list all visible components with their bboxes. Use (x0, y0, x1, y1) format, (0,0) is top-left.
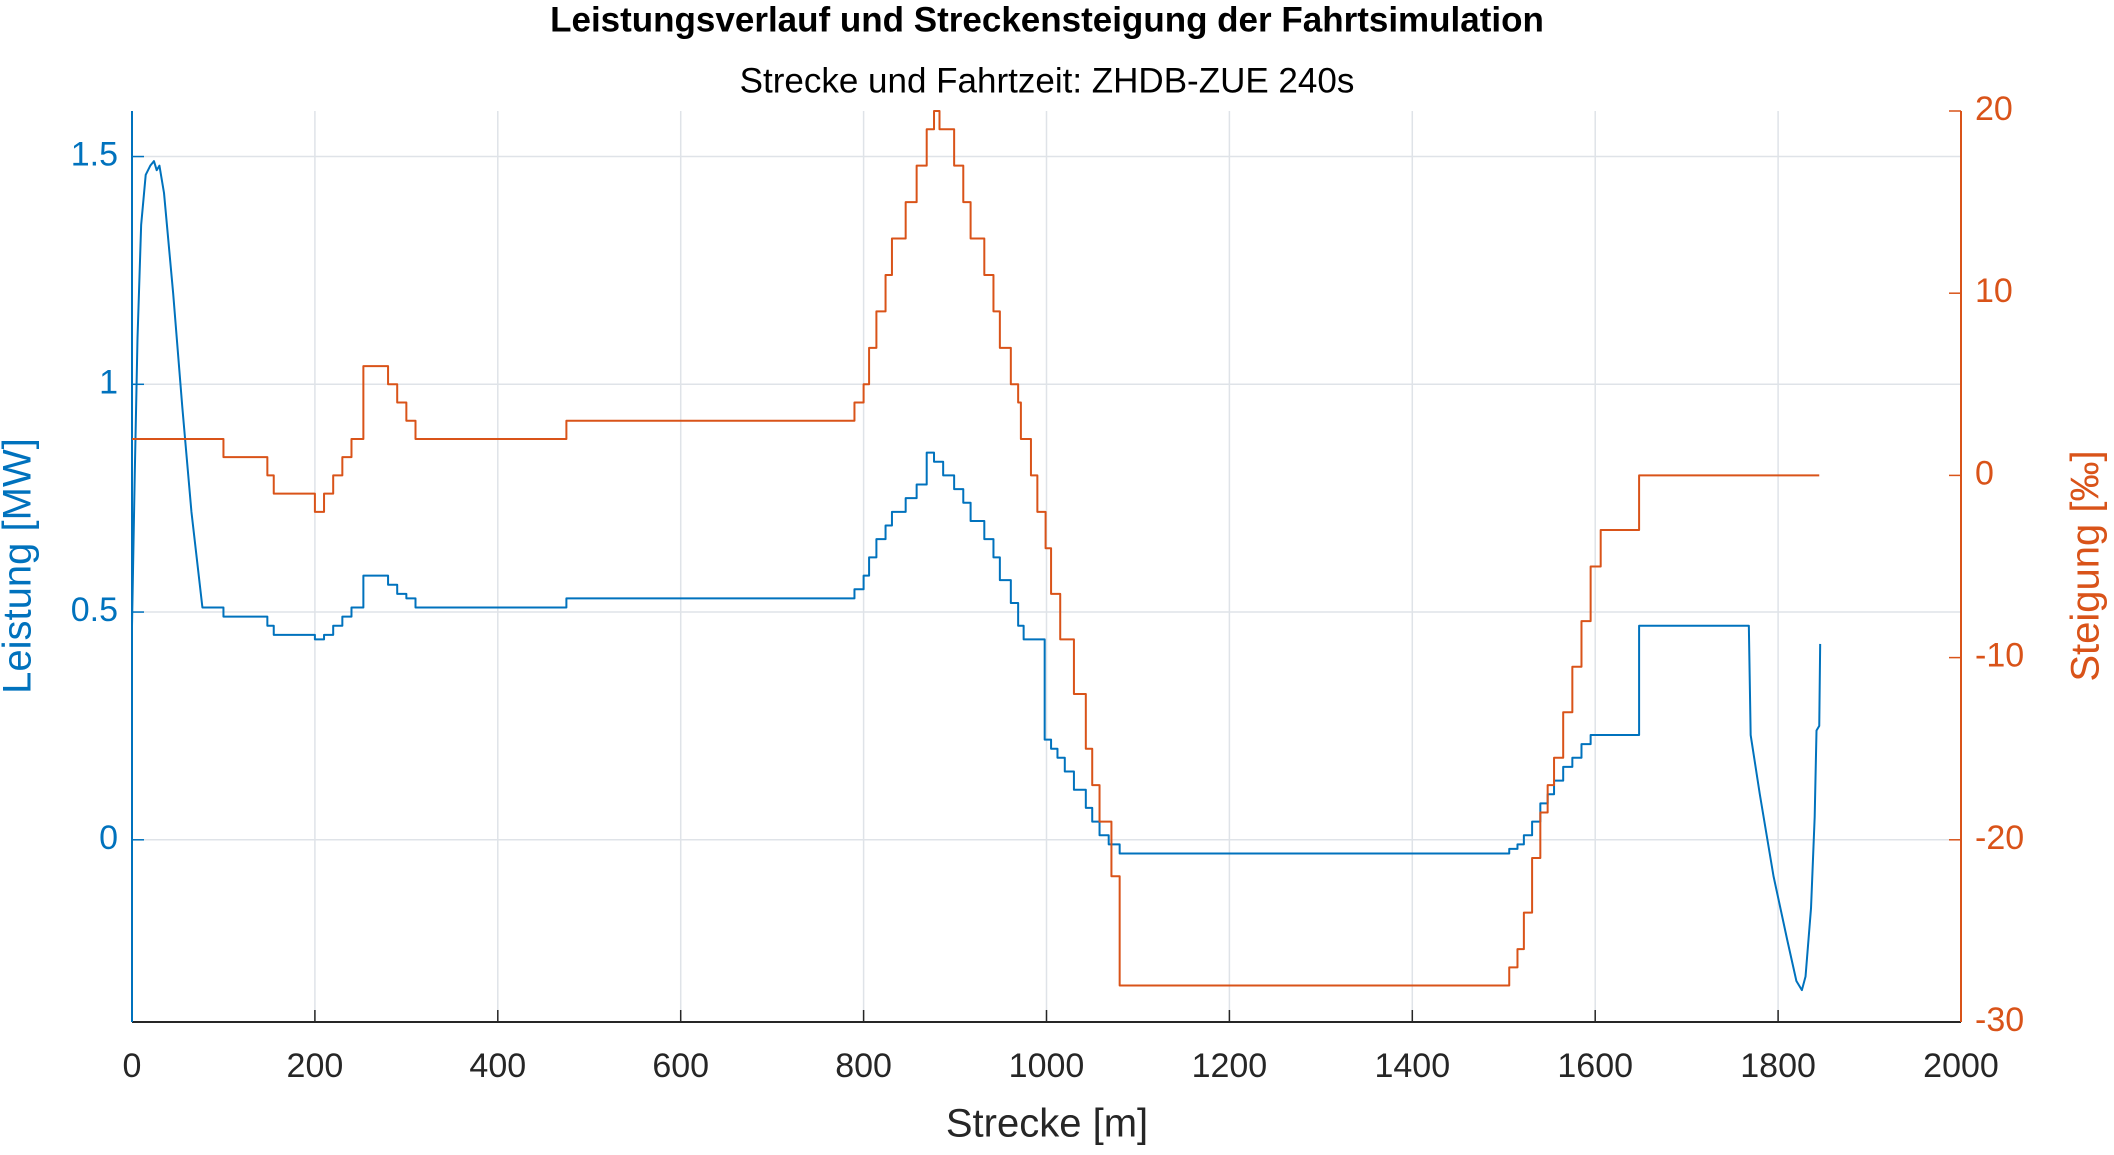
x-tick-label: 800 (835, 1047, 892, 1085)
x-tick-label: 1400 (1374, 1047, 1450, 1085)
x-tick-label: 1200 (1192, 1047, 1268, 1085)
y2-tick-label: -30 (1975, 1001, 2024, 1039)
y2-tick-label: 20 (1975, 90, 2013, 128)
x-axis-label: Strecke [m] (946, 1102, 1148, 1146)
y2-tick-label: 0 (1975, 454, 1994, 492)
y-tick-label: 0 (99, 819, 118, 857)
data-line (132, 110, 1820, 987)
x-tick-label: 400 (469, 1047, 526, 1085)
y2-tick-label: -10 (1975, 637, 2024, 675)
x-tick-label: 200 (287, 1047, 344, 1085)
x-tick-label: 1800 (1740, 1047, 1816, 1085)
x-tick-label: 600 (652, 1047, 709, 1085)
chart-title: Leistungsverlauf und Streckensteigung de… (550, 0, 1544, 39)
x-tick-label: 0 (123, 1047, 142, 1085)
y-tick-label: 1 (99, 363, 118, 401)
y2-tick-label: 10 (1975, 272, 2013, 310)
y2-tick-label: -20 (1975, 819, 2024, 857)
x-tick-label: 2000 (1923, 1047, 1999, 1085)
y2-axis-label: Steigung [‰] (2064, 450, 2108, 681)
x-tick-label: 1600 (1557, 1047, 1633, 1085)
chart-subtitle: Strecke und Fahrtzeit: ZHDB-ZUE 240s (740, 61, 1355, 100)
y-tick-label: 1.5 (71, 136, 118, 174)
y-tick-label: 0.5 (71, 591, 118, 629)
y-axis-label: Leistung [MW] (0, 438, 40, 694)
data-line (131, 160, 1822, 992)
x-tick-label: 1000 (1009, 1047, 1085, 1085)
